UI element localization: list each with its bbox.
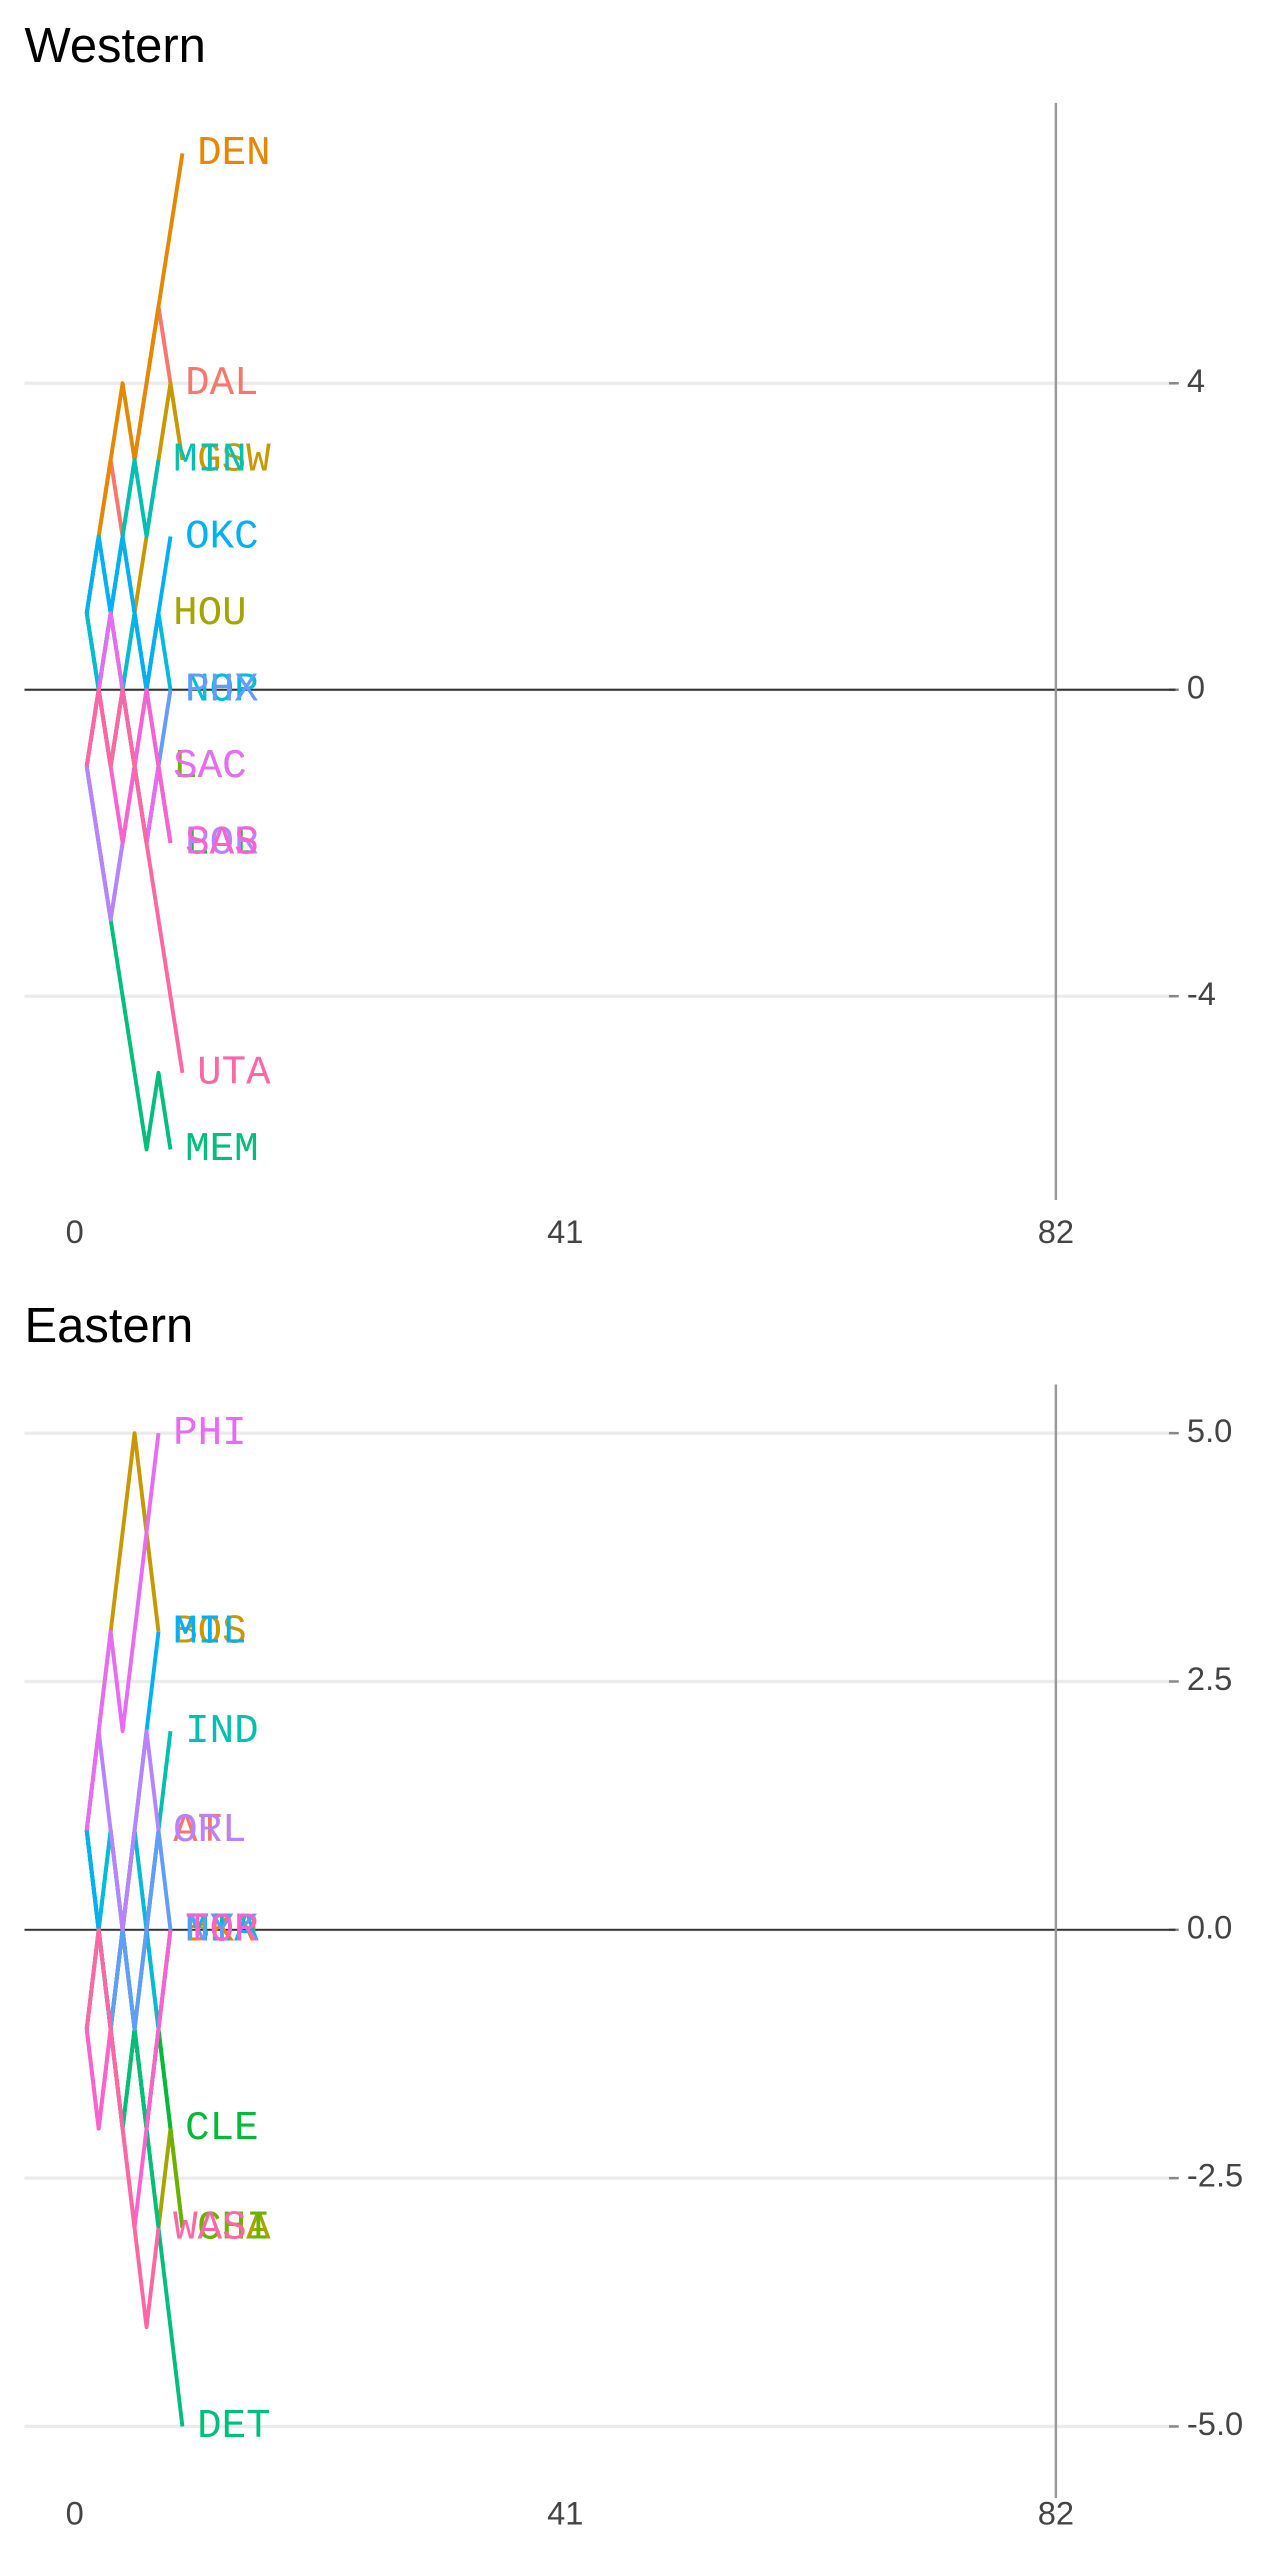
y-tick-label: 0 xyxy=(1187,668,1205,705)
team-line xyxy=(84,534,173,692)
team-label: DAL xyxy=(185,361,258,407)
team-line xyxy=(84,1631,161,2032)
team-label: OKC xyxy=(185,514,258,560)
team-label: SAS xyxy=(185,821,258,867)
team-label: MIL xyxy=(173,1610,246,1656)
team-label: GSW xyxy=(197,438,271,484)
team-label: CLE xyxy=(185,2106,258,2152)
team-line xyxy=(84,611,161,845)
team-line xyxy=(84,687,173,845)
team-label: WAS xyxy=(173,2206,246,2252)
x-tick-label: 0 xyxy=(66,1213,84,1250)
team-label: PHI xyxy=(173,1411,246,1457)
team-label: ORL xyxy=(173,1808,246,1854)
team-label: TOR xyxy=(185,1908,258,1954)
y-tick-label: -5.0 xyxy=(1187,2405,1243,2442)
team-label: NOP xyxy=(185,668,258,714)
team-label: DEN xyxy=(197,131,270,177)
team-label: HOU xyxy=(173,591,246,637)
team-label: MEM xyxy=(185,1127,258,1173)
team-line xyxy=(84,764,173,922)
team-line xyxy=(84,1432,161,1831)
team-label: PHX xyxy=(185,668,258,714)
y-tick-label: -2.5 xyxy=(1187,2157,1243,2194)
y-tick-label: 0.0 xyxy=(1187,1908,1232,1945)
team-line xyxy=(84,1431,161,1831)
team-label: IND xyxy=(185,1709,258,1755)
team-line xyxy=(84,381,185,692)
y-tick-label: -4 xyxy=(1187,975,1216,1012)
team-line xyxy=(84,687,161,845)
team-label: MIA xyxy=(185,1908,259,1954)
team-label: POR xyxy=(185,821,258,867)
team-label: LAL xyxy=(185,821,258,867)
panel-title: Eastern xyxy=(24,1299,193,1353)
team-label: UTA xyxy=(197,1051,271,1097)
team-label: DET xyxy=(197,2404,270,2450)
panel-title: Western xyxy=(24,19,205,73)
y-tick-label: 2.5 xyxy=(1187,1660,1232,1697)
x-tick-label: 41 xyxy=(547,1213,583,1250)
y-tick-label: 4 xyxy=(1187,362,1205,399)
team-line xyxy=(84,687,185,1074)
team-label: NYK xyxy=(185,1908,259,1954)
team-label: CHA xyxy=(197,2206,271,2252)
team-label: ATL xyxy=(173,1808,246,1854)
team-line xyxy=(84,1927,161,2330)
team-line xyxy=(84,1927,185,2229)
team-label: BOS xyxy=(173,1610,246,1656)
team-label: MIN xyxy=(173,438,246,484)
team-line xyxy=(84,766,173,1152)
x-tick-label: 82 xyxy=(1038,2495,1074,2532)
team-label: SAC xyxy=(173,744,246,790)
y-tick-label: 5.0 xyxy=(1187,1412,1232,1449)
x-tick-label: 41 xyxy=(547,2495,583,2532)
team-label: CHI xyxy=(197,2206,270,2252)
team-label: LAC xyxy=(173,744,246,790)
x-tick-label: 82 xyxy=(1038,1213,1074,1250)
team-label: BKN xyxy=(185,1908,258,1954)
x-tick-label: 0 xyxy=(66,2495,84,2532)
team-line xyxy=(84,1729,161,1932)
